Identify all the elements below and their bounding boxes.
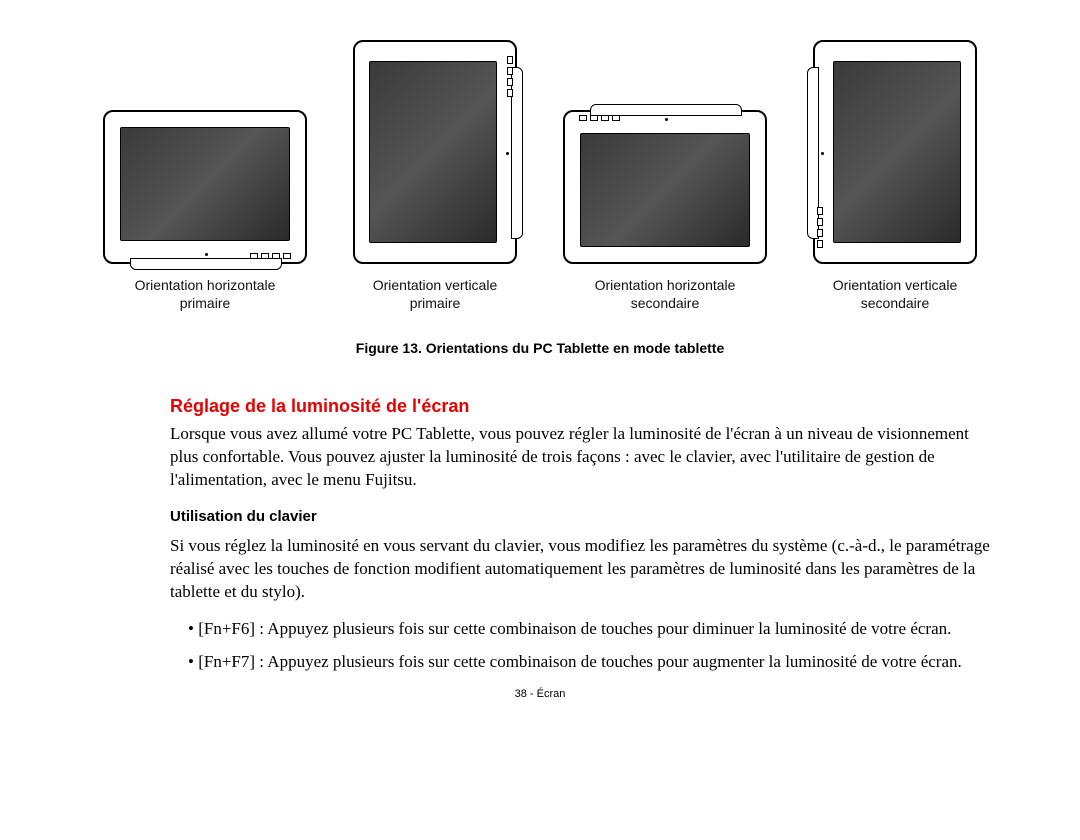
figure-caption-line: Orientation verticale: [373, 276, 498, 294]
figure-item: Orientation horizontale secondaire: [563, 110, 767, 312]
figure-caption-line: primaire: [180, 294, 231, 312]
page-footer: 38 - Écran: [80, 688, 1000, 700]
figure-item: Orientation verticale primaire: [353, 40, 517, 312]
figure-caption-line: secondaire: [631, 294, 700, 312]
figure-item: Orientation verticale secondaire: [813, 40, 977, 312]
figure-caption-line: Orientation horizontale: [595, 276, 736, 294]
bullet-text: [Fn+F7] : Appuyez plusieurs fois sur cet…: [198, 652, 962, 671]
figure-caption-line: Orientation verticale: [833, 276, 958, 294]
bullet-item: • [Fn+F7] : Appuyez plusieurs fois sur c…: [80, 651, 1000, 674]
figure-caption-line: Orientation horizontale: [135, 276, 276, 294]
page-container: Orientation horizontale primaire Orienta…: [0, 0, 1080, 710]
bullet-text: [Fn+F6] : Appuyez plusieurs fois sur cet…: [198, 619, 951, 638]
figure-caption-line: primaire: [410, 294, 461, 312]
section-title: Réglage de la luminosité de l'écran: [80, 396, 1000, 417]
figure-item: Orientation horizontale primaire: [103, 110, 307, 312]
figure-caption-line: secondaire: [861, 294, 930, 312]
figure-main-caption: Figure 13. Orientations du PC Tablette e…: [80, 340, 1000, 356]
tablet-illustration-h-secondary: [563, 110, 767, 264]
subsection-paragraph: Si vous réglez la luminosité en vous ser…: [80, 535, 1000, 604]
tablet-illustration-v-secondary: [813, 40, 977, 264]
bullet-item: • [Fn+F6] : Appuyez plusieurs fois sur c…: [80, 618, 1000, 641]
section-paragraph: Lorsque vous avez allumé votre PC Tablet…: [80, 423, 1000, 492]
subsection-heading: Utilisation du clavier: [80, 508, 1000, 525]
figure-row: Orientation horizontale primaire Orienta…: [80, 40, 1000, 312]
tablet-illustration-h-primary: [103, 110, 307, 264]
tablet-illustration-v-primary: [353, 40, 517, 264]
